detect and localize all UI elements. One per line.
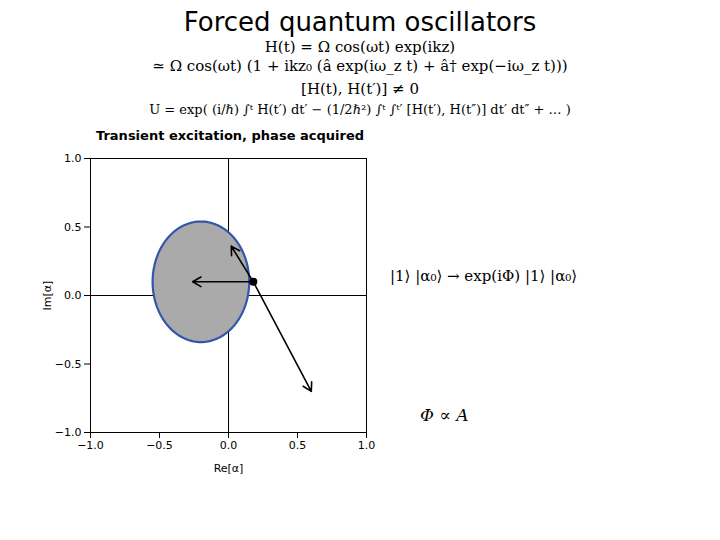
svg-text:−0.5: −0.5 (55, 358, 82, 371)
html-text:Transient excitation, phase ac: Transient excitation, phase acquired (96, 128, 364, 143)
html-text:Φ ∝ A: Φ ∝ A (420, 405, 469, 425)
svg-text:−0.5: −0.5 (146, 439, 173, 452)
svg-text:Im[α]: Im[α] (41, 281, 54, 311)
svg-text:0.5: 0.5 (289, 439, 307, 452)
svg-text:1.0: 1.0 (64, 152, 82, 165)
svg-text:0.5: 0.5 (64, 221, 82, 234)
html-text:H(t) = Ω cos(ωt) exp(ikz): H(t) = Ω cos(ωt) exp(ikz) (264, 38, 456, 56)
html-text:U = exp( (i/ℏ) ∫ᵗ H(t′) dt′ −: U = exp( (i/ℏ) ∫ᵗ H(t′) dt′ − (1/2ℏ²) ∫ᵗ… (149, 102, 571, 117)
html-text:|1⟩ |α₀⟩ → exp(iΦ) |1⟩ |α₀⟩: |1⟩ |α₀⟩ → exp(iΦ) |1⟩ |α₀⟩ (390, 267, 578, 285)
svg-text:0.0: 0.0 (220, 439, 238, 452)
html-text:Forced quantum oscillators: Forced quantum oscillators (183, 7, 537, 37)
svg-text:0.0: 0.0 (64, 289, 82, 302)
html-text:[H(t), H(t′)] ≠ 0: [H(t), H(t′)] ≠ 0 (301, 80, 419, 98)
svg-text:−1.0: −1.0 (77, 439, 104, 452)
svg-text:1.0: 1.0 (358, 439, 376, 452)
svg-text:Re[α]: Re[α] (214, 462, 244, 475)
html-text:≃ Ω cos(ωt) (1 + ikz₀ (â exp(i: ≃ Ω cos(ωt) (1 + ikz₀ (â exp(iω_z t) + â… (152, 57, 568, 75)
svg-text:−1.0: −1.0 (55, 426, 82, 439)
